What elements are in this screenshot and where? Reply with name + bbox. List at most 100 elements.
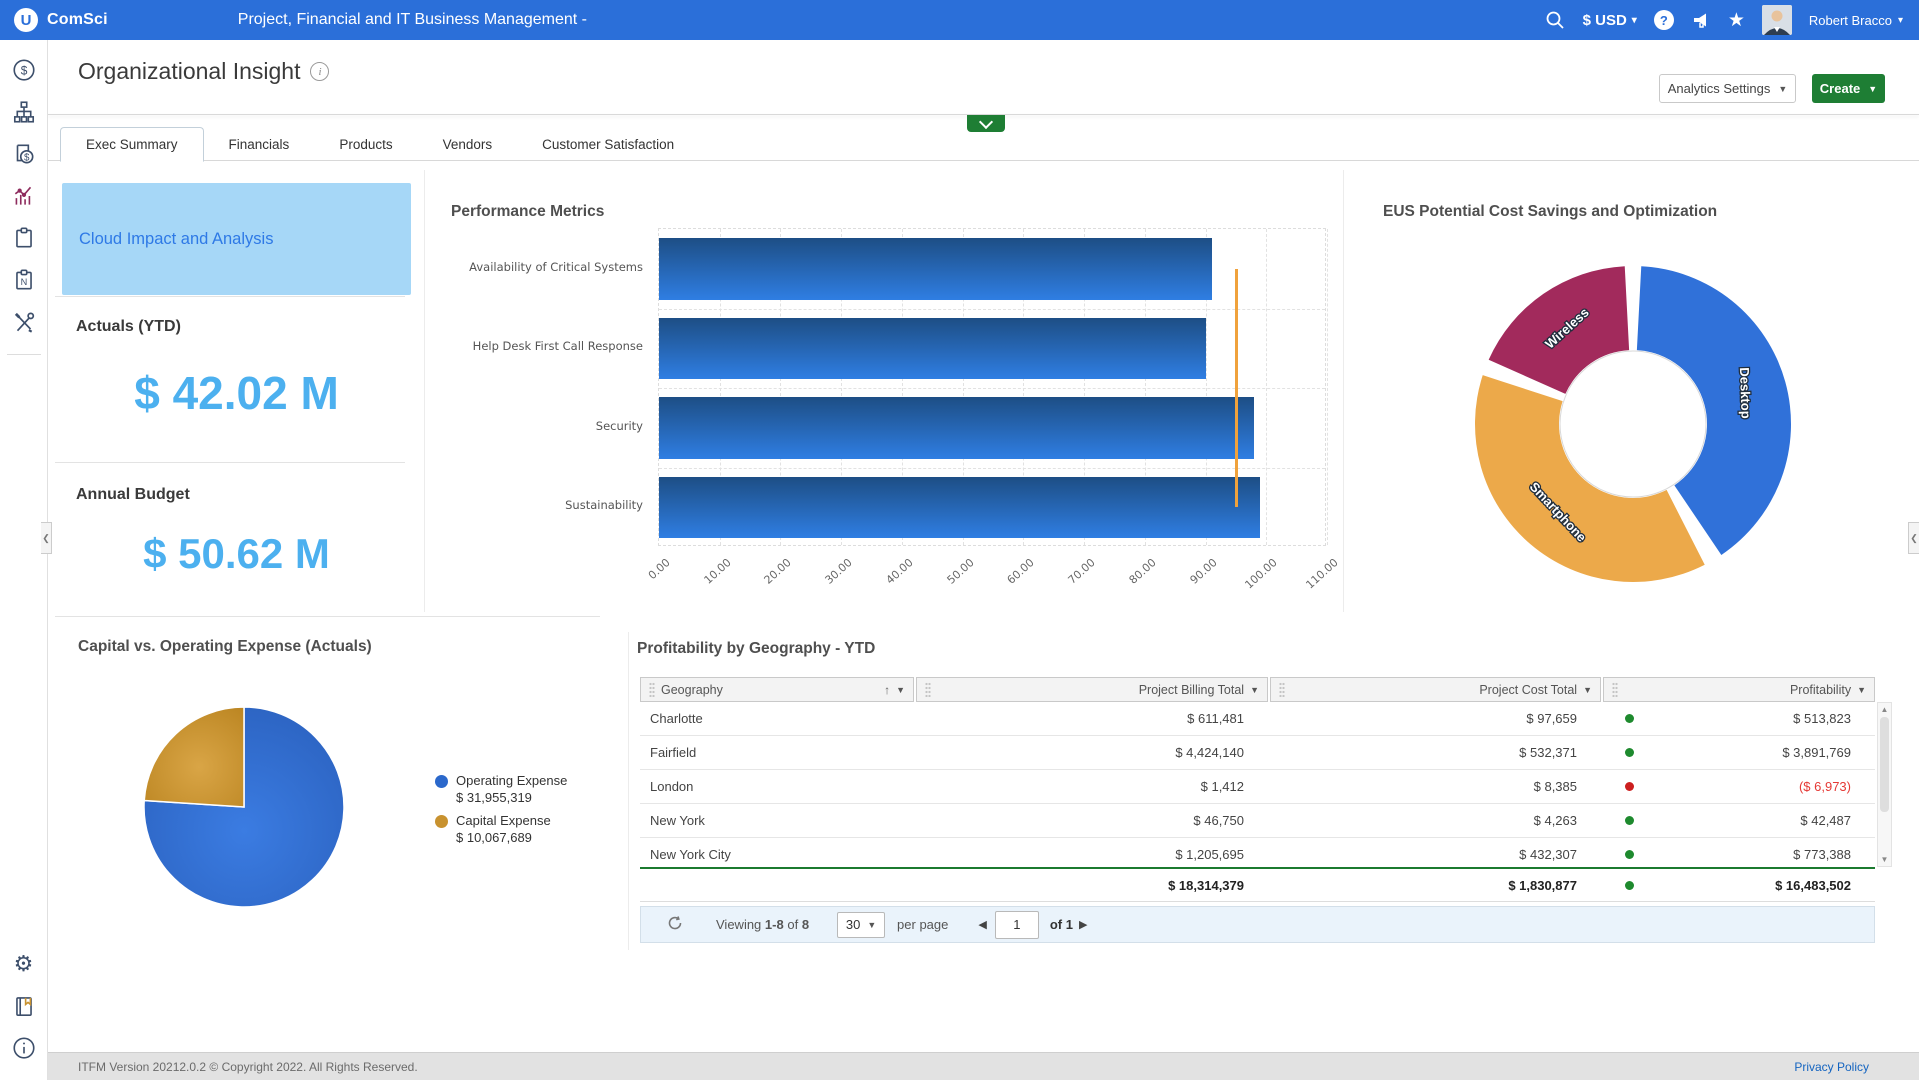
- kpi-highlight-label: Cloud Impact and Analysis: [79, 229, 274, 248]
- create-button[interactable]: Create ▼: [1812, 74, 1885, 103]
- report-icon[interactable]: N: [10, 266, 38, 294]
- next-page-icon[interactable]: ▶: [1078, 919, 1088, 931]
- column-header-geography[interactable]: Geography ↑ ▼: [640, 677, 914, 702]
- gridline: [1144, 229, 1146, 545]
- table-row[interactable]: New York City $ 1,205,695 $ 432,307 $ 773,3…: [640, 838, 1875, 872]
- actuals-value: $ 42.02 M: [134, 367, 339, 419]
- invoice-icon[interactable]: $: [10, 140, 38, 168]
- search-icon[interactable]: [1544, 9, 1566, 31]
- announcement-icon[interactable]: [1691, 10, 1711, 30]
- status-dot-green: [1625, 880, 1634, 890]
- user-menu[interactable]: Robert Bracco ▾: [1808, 12, 1903, 28]
- legend-label: Operating Expense: [456, 773, 568, 788]
- column-header-project-billing-total[interactable]: Project Billing Total ▼: [916, 677, 1268, 702]
- chart-title: EUS Potential Cost Savings and Optimizat…: [1383, 203, 1718, 220]
- tools-icon[interactable]: [10, 308, 38, 336]
- documentation-icon[interactable]: [10, 992, 38, 1020]
- favorites-icon[interactable]: ★: [1727, 9, 1745, 31]
- tab-financials[interactable]: Financials: [228, 137, 290, 152]
- table-row[interactable]: Charlotte $ 611,481 $ 97,659 $ 513,823: [640, 702, 1875, 736]
- scroll-up-icon[interactable]: ▲: [1880, 705, 1889, 714]
- row-separator: [659, 388, 1325, 389]
- section-divider: [55, 616, 600, 617]
- geography-cell: New York City: [650, 847, 731, 862]
- chevron-down-icon[interactable]: ▼: [896, 684, 905, 695]
- chevron-down-icon: ▼: [1778, 83, 1788, 94]
- tab-customer-satisfaction[interactable]: Customer Satisfaction: [542, 137, 675, 152]
- pie-svg: [143, 706, 345, 908]
- comsci-logo-icon[interactable]: U: [14, 8, 38, 32]
- gridline: [1084, 229, 1086, 545]
- x-tick-label: 110.00: [1303, 556, 1341, 592]
- settings-icon[interactable]: ⚙: [13, 951, 34, 976]
- privacy-policy-link[interactable]: Privacy Policy: [1794, 1059, 1869, 1074]
- column-header-profitability[interactable]: Profitability ▼: [1603, 677, 1875, 702]
- table-scrollbar[interactable]: ▲ ▼: [1877, 702, 1892, 867]
- prev-page-icon[interactable]: ◀: [978, 919, 987, 931]
- info-icon[interactable]: [10, 1034, 38, 1062]
- performance-bar: [659, 397, 1255, 459]
- x-tick-label: 0.00: [645, 556, 673, 583]
- budget-label: Annual Budget: [76, 486, 190, 503]
- gridline: [780, 229, 782, 545]
- status-dot-green: [1625, 850, 1634, 859]
- gridline: [719, 229, 721, 545]
- refresh-icon[interactable]: [666, 914, 684, 935]
- x-tick-label: 60.00: [1004, 556, 1038, 587]
- status-dot-green: [1625, 714, 1634, 723]
- bar-category-label: Availability of Critical Systems: [469, 259, 643, 274]
- geography-cell: New York: [650, 813, 705, 828]
- tab-exec-summary[interactable]: Exec Summary: [60, 127, 204, 162]
- avatar[interactable]: [1761, 5, 1792, 35]
- collapse-panel-button[interactable]: [967, 114, 1005, 132]
- scroll-down-icon[interactable]: ▼: [1880, 855, 1889, 864]
- gridline: [1205, 229, 1207, 545]
- billing-cell: $ 1,205,695: [1175, 847, 1244, 862]
- tab-products[interactable]: Products: [339, 137, 393, 152]
- page-info-icon[interactable]: i: [310, 62, 330, 81]
- chevron-down-icon[interactable]: ▼: [1250, 684, 1259, 695]
- cost-icon[interactable]: $: [10, 56, 38, 84]
- table-title: Profitability by Geography - YTD: [637, 640, 876, 657]
- clipboard-icon[interactable]: [10, 224, 38, 252]
- currency-selector[interactable]: $ USD ▾: [1582, 11, 1637, 29]
- page-number-input[interactable]: [994, 910, 1039, 939]
- column-grip-icon[interactable]: [1612, 682, 1618, 697]
- legend-text: Operating Expense $ 31,955,319: [456, 773, 567, 805]
- kpi-highlight-cloud-impact[interactable]: Cloud Impact and Analysis: [62, 183, 411, 295]
- donut-segment-wireless: [1488, 266, 1630, 394]
- right-collapse-handle[interactable]: ❮: [1908, 522, 1919, 554]
- profitability-cell: ($ 6,973): [1597, 779, 1869, 794]
- column-grip-icon[interactable]: [649, 682, 655, 697]
- scroll-thumb[interactable]: [1880, 717, 1889, 812]
- column-grip-icon[interactable]: [925, 682, 931, 697]
- table-row[interactable]: New York $ 46,750 $ 4,263 $ 42,487: [640, 804, 1875, 838]
- analytics-settings-button[interactable]: Analytics Settings ▼: [1659, 74, 1796, 103]
- help-icon[interactable]: ?: [1653, 10, 1674, 30]
- actuals-label: Actuals (YTD): [76, 318, 181, 335]
- chevron-down-icon[interactable]: ▼: [1857, 684, 1866, 695]
- version-text: ITFM Version 20212.0.2 © Copyright 2022.…: [78, 1059, 418, 1074]
- gridline: [1023, 229, 1025, 545]
- chevron-down-icon: ▼: [867, 919, 877, 930]
- per-page-select[interactable]: 30 ▼: [837, 911, 886, 938]
- logo-text: ComSci: [47, 11, 108, 28]
- chevron-down-icon[interactable]: ▼: [1583, 684, 1592, 695]
- divider: [55, 462, 405, 463]
- left-collapse-handle[interactable]: ❮: [41, 522, 52, 554]
- analytics-icon[interactable]: [10, 182, 38, 210]
- tab-underline: [48, 160, 1919, 161]
- column-header-project-cost-total[interactable]: Project Cost Total ▼: [1270, 677, 1601, 702]
- column-grip-icon[interactable]: [1279, 682, 1285, 697]
- sort-asc-icon: ↑: [884, 682, 891, 697]
- tab-vendors[interactable]: Vendors: [442, 137, 493, 152]
- pagination-bar: Viewing 1-8 of 8 30▼ per page ◀ of 1 ▶: [640, 906, 1875, 943]
- hierarchy-icon[interactable]: [10, 98, 38, 126]
- table-row[interactable]: Fairfield $ 4,424,140 $ 532,371 $ 3,891,769: [640, 736, 1875, 770]
- cost-cell: $ 4,263: [1533, 813, 1577, 828]
- chart-title: Performance Metrics: [451, 203, 605, 220]
- status-dot-red: [1625, 782, 1634, 791]
- table-row[interactable]: London $ 1,412 $ 8,385 ($ 6,973): [640, 770, 1875, 804]
- svg-text:$: $: [20, 63, 27, 77]
- footer: ITFM Version 20212.0.2 © Copyright 2022.…: [48, 1052, 1919, 1080]
